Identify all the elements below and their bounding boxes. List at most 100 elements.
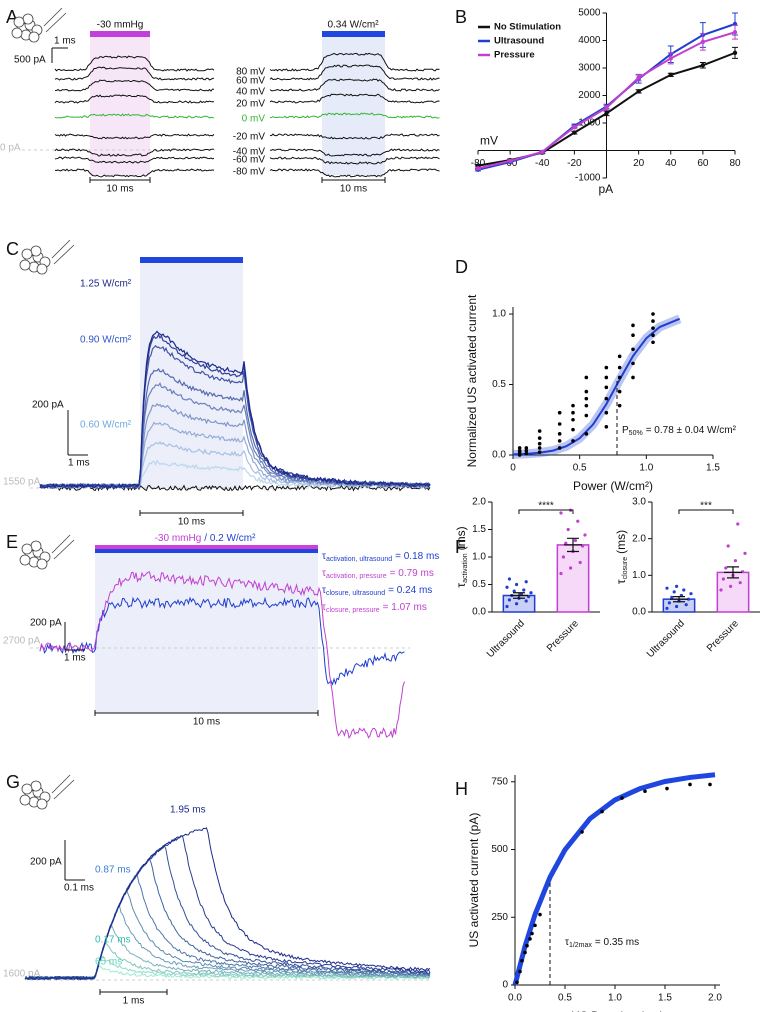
- x-tick-label: 0.5: [573, 463, 587, 474]
- legend-label: No Stimulation: [494, 22, 561, 33]
- y-tick-label: 0.5: [472, 579, 486, 590]
- point: [515, 582, 519, 587]
- cell-icon: [13, 16, 25, 28]
- point: [524, 580, 528, 584]
- tau-label-part: τ: [322, 568, 326, 579]
- error-bar: [510, 592, 528, 599]
- significance-bracket: [678, 509, 734, 514]
- y-axis-label: τactivation (ms): [454, 526, 469, 587]
- trace: [269, 156, 440, 165]
- point: [529, 591, 533, 595]
- trace: [24, 890, 431, 981]
- y-tick-label: 2000: [578, 90, 601, 101]
- point: [636, 89, 641, 94]
- point: [537, 436, 542, 440]
- point: [528, 937, 532, 941]
- stim-bar: [95, 549, 318, 553]
- cell-icon: [21, 543, 33, 555]
- pipette-icon: [51, 774, 71, 794]
- cell-icon: [19, 794, 31, 806]
- stim-shade: [95, 553, 318, 713]
- point: [687, 597, 691, 601]
- x-tick-label: 0.0: [508, 993, 522, 1004]
- stim-label: -30 mmHg/ 0.2 W/cm²: [155, 533, 256, 544]
- point: [736, 522, 740, 526]
- point: [524, 451, 529, 456]
- error-bar: [724, 566, 742, 579]
- scale-label: 0.1 ms: [64, 883, 94, 894]
- duration-label: 1.95 ms: [170, 805, 206, 816]
- point: [672, 590, 676, 594]
- pipette-icon: [51, 534, 71, 554]
- intensity-label: 1.25 W/cm²: [80, 279, 132, 290]
- point: [517, 453, 522, 457]
- tau-label-part: = 0.24 ms: [388, 585, 432, 596]
- scale-label: 200 pA: [30, 857, 62, 868]
- significance-label: ****: [538, 501, 554, 512]
- point: [617, 389, 622, 394]
- voltage-label: 60 mV: [236, 76, 265, 87]
- point: [743, 551, 747, 555]
- point: [505, 585, 509, 589]
- point: [537, 446, 542, 450]
- point: [584, 389, 589, 394]
- point: [517, 446, 522, 450]
- error-bar: [670, 596, 688, 603]
- point: [617, 354, 622, 359]
- x-tick-label: 1.0: [639, 463, 653, 474]
- trace: [269, 133, 440, 140]
- trace: [24, 844, 431, 981]
- point: [708, 782, 712, 787]
- point: [732, 50, 738, 56]
- fit-line: [512, 772, 716, 986]
- trace: [54, 113, 215, 119]
- point: [726, 544, 730, 548]
- point: [689, 592, 693, 596]
- stim-label: -30 mmHg: [97, 20, 144, 31]
- x-tick-label: 60: [697, 158, 709, 169]
- y-axis-label-part: closure: [622, 557, 629, 580]
- voltage-label: -20 mV: [233, 132, 266, 143]
- point: [651, 326, 655, 330]
- point: [522, 588, 526, 592]
- intensity-label: 0.60 W/cm²: [80, 420, 132, 431]
- scale-label: 500 pA: [14, 55, 46, 66]
- y-tick-label: 5000: [578, 8, 601, 19]
- scale-label: 1 ms: [54, 36, 76, 47]
- significance-bracket: [518, 509, 574, 514]
- point: [538, 912, 542, 917]
- voltage-label: 40 mV: [236, 87, 265, 98]
- y-tick-label: 3.0: [632, 497, 646, 508]
- cell-icon: [36, 263, 48, 275]
- point: [584, 396, 589, 401]
- point: [584, 413, 589, 418]
- trace: [24, 827, 431, 981]
- y-axis-label: τclosure (ms): [614, 530, 629, 584]
- tau-label-part: activation, ultrasound: [326, 556, 392, 563]
- x-tick-label: 0: [510, 463, 516, 474]
- y-tick-label: 1.0: [632, 570, 646, 581]
- bar: [556, 544, 590, 613]
- y-tick-label: 2.0: [472, 497, 486, 508]
- panel-letter: F: [455, 537, 466, 557]
- point: [617, 375, 622, 380]
- point: [684, 603, 688, 607]
- x-tick-label: -20: [567, 158, 582, 169]
- point: [631, 323, 635, 328]
- x-tick-label: Pressure: [545, 618, 581, 654]
- y-tick-label: 1.5: [472, 524, 486, 535]
- point: [524, 446, 529, 450]
- y-tick-label: 2.0: [632, 533, 646, 544]
- panel-letter: D: [455, 257, 468, 277]
- point: [572, 124, 577, 130]
- x-tick-label: -40: [535, 158, 550, 169]
- cell-icon: [19, 259, 31, 271]
- x-tick-label: 1.5: [706, 463, 720, 474]
- trace: [269, 64, 440, 81]
- trace: [54, 55, 215, 72]
- point: [604, 396, 609, 401]
- point: [572, 130, 577, 135]
- point: [631, 361, 635, 366]
- duration-label: 10 ms: [193, 717, 220, 728]
- trace: [269, 52, 440, 72]
